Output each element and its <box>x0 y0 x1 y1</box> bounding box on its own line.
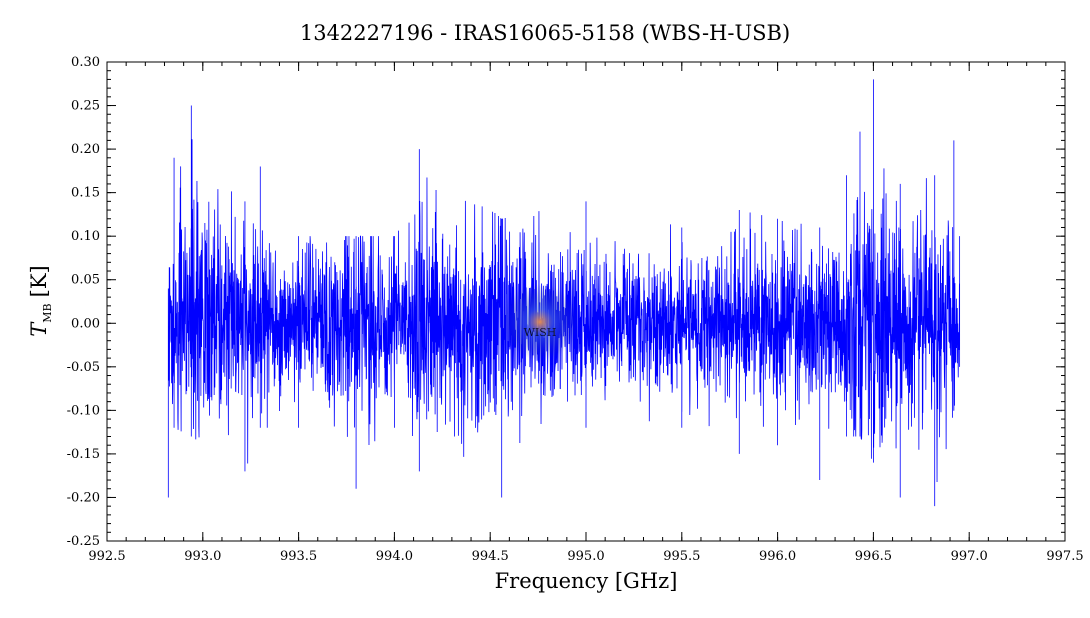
x-tick-label: 997.0 <box>951 549 988 564</box>
x-tick-label: 992.5 <box>88 549 125 564</box>
x-tick-label: 997.5 <box>1046 549 1083 564</box>
y-tick-label: -0.05 <box>67 360 100 375</box>
y-tick-label: -0.20 <box>67 490 100 505</box>
y-tick-label: 0.05 <box>71 273 100 288</box>
x-tick-label: 996.0 <box>759 549 796 564</box>
axis-ticks <box>106 61 1066 542</box>
y-tick-label: 0.30 <box>71 55 100 70</box>
x-tick-label: 995.5 <box>663 549 700 564</box>
y-tick-label: 0.00 <box>71 316 100 331</box>
x-tick-label: 994.0 <box>376 549 413 564</box>
x-tick-labels: 992.5 993.0 993.5 994.0 994.5 995.0 995.5 996.0… <box>88 549 1083 564</box>
y-axis-label: TMB[K] <box>27 265 54 336</box>
y-tick-label: 0.25 <box>71 99 100 114</box>
y-tick-label: -0.10 <box>67 403 100 418</box>
chart-title: 1342227196 - IRAS16065-5158 (WBS-H-USB) <box>300 21 790 45</box>
x-tick-label: 993.0 <box>184 549 221 564</box>
y-tick-label: 0.10 <box>71 229 100 244</box>
watermark-logo: WISH <box>502 284 578 360</box>
y-tick-label: 0.15 <box>71 186 100 201</box>
y-tick-label: -0.25 <box>67 534 100 549</box>
x-tick-label: 996.5 <box>855 549 892 564</box>
y-tick-labels: -0.25 -0.20 -0.15 -0.10 -0.05 0.00 0.05 0.10 0.1… <box>67 55 100 549</box>
x-tick-label: 993.5 <box>280 549 317 564</box>
x-axis-label: Frequency [GHz] <box>495 569 678 593</box>
y-tick-label: -0.15 <box>67 447 100 462</box>
x-tick-label: 994.5 <box>472 549 509 564</box>
y-tick-label: 0.20 <box>71 142 100 157</box>
x-tick-label: 995.0 <box>567 549 604 564</box>
svg-text:WISH: WISH <box>524 326 557 339</box>
